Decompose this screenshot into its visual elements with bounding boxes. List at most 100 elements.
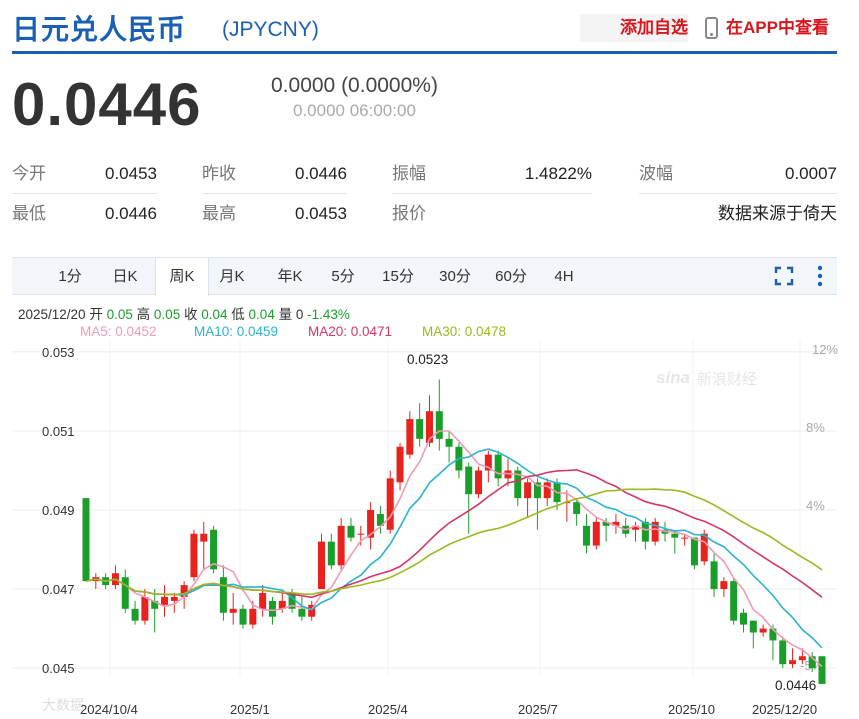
amplitude-label: 振幅: [392, 154, 592, 194]
candle-body: [298, 608, 306, 617]
more-vertical-icon[interactable]: [816, 265, 824, 287]
high-label: 高: [136, 307, 151, 322]
candle-body: [386, 478, 394, 530]
candle-body: [367, 510, 375, 538]
candle-body: [504, 470, 512, 479]
high-label: 最高: [202, 204, 236, 223]
candle-body: [759, 628, 767, 633]
ohlc-date: 2025/12/20: [18, 307, 86, 322]
candle-body: [671, 533, 679, 538]
candle-body: [543, 482, 551, 499]
candle-body: [278, 600, 286, 609]
candle-body: [700, 533, 708, 562]
ma10-line: [85, 448, 823, 649]
tab-9[interactable]: 4H: [554, 268, 574, 285]
candle-body: [533, 482, 541, 499]
wave-value: 0.0007: [785, 164, 837, 183]
page-title: 日元兑人民币: [12, 14, 187, 45]
candle-body: [749, 620, 757, 633]
ma30-legend: MA30: 0.0478: [422, 324, 507, 339]
tab-8[interactable]: 60分: [495, 268, 527, 285]
x-tick-label: 2024/10/4: [80, 702, 138, 717]
candle-body: [632, 525, 640, 530]
tab-3[interactable]: 月K: [219, 268, 245, 285]
y-tick-label: 0.045: [42, 661, 75, 676]
fullscreen-icon[interactable]: [774, 266, 794, 286]
candle-body: [641, 521, 649, 542]
candle-body: [524, 482, 532, 499]
tab-7[interactable]: 30分: [439, 268, 471, 285]
candle-body: [161, 596, 169, 605]
pct-tick-label: 8%: [806, 420, 825, 435]
tab-1[interactable]: 日K: [112, 268, 138, 285]
candle-body: [798, 656, 806, 661]
open-label: 今开: [12, 154, 157, 194]
view-in-app-link[interactable]: 在APP中查看: [705, 14, 829, 42]
candle-body: [808, 656, 816, 669]
y-tick-label: 0.051: [42, 424, 75, 439]
y-tick-label: 0.047: [42, 582, 75, 597]
add-watchlist-button[interactable]: 添加自选: [580, 14, 688, 42]
tab-0[interactable]: 1分: [58, 268, 82, 285]
ohlc-high: 0.05: [153, 307, 181, 322]
candle-body: [347, 525, 355, 538]
candle-body: [249, 608, 257, 625]
candle-body: [288, 593, 296, 609]
data-source: 数据来源于倚天: [718, 204, 837, 223]
candle-body: [82, 498, 90, 582]
candle-body: [769, 628, 777, 641]
ma20-legend: MA20: 0.0471: [308, 324, 393, 339]
candle-body: [484, 454, 492, 471]
candle-body: [435, 411, 443, 439]
candle-body: [210, 529, 218, 570]
candle-body: [396, 446, 404, 483]
x-tick-label: 2025/4: [368, 702, 408, 717]
candle-body: [259, 593, 267, 609]
ohlc-pct: -1.43%: [307, 307, 350, 322]
open-value: 0.0453: [105, 164, 157, 183]
x-tick-label: 2025/1: [230, 702, 270, 717]
candle-body: [318, 541, 326, 590]
candle-body: [612, 521, 620, 526]
candle-body: [219, 577, 227, 613]
ohlc-low: 0.04: [248, 307, 275, 322]
phone-icon: [705, 17, 718, 39]
page-header: 日元兑人民币 (JPYCNY) 添加自选 在APP中查看: [12, 0, 837, 54]
candle-body: [180, 585, 188, 597]
candle-body: [406, 419, 414, 455]
candle-body: [425, 411, 433, 443]
y-tick-label: 0.053: [42, 345, 75, 360]
quote-timestamp: 0.0000 06:00:00: [293, 101, 416, 120]
watermark-text: 新浪财经: [697, 371, 757, 388]
ma10-legend: MA10: 0.0459: [194, 324, 279, 339]
ohlc-open: 0.05: [106, 307, 133, 322]
candle-body: [592, 521, 600, 546]
candle-body: [789, 660, 797, 665]
candle-body: [514, 470, 522, 499]
ohlc-summary: 2025/12/20 开 0.05 高 0.05 收 0.04 低 0.04 量…: [18, 303, 350, 323]
candle-body: [170, 596, 178, 601]
pct-tick-label: 12%: [812, 342, 838, 357]
ma30-line: [85, 488, 823, 596]
current-price: 0.0446: [12, 71, 202, 138]
candle-body: [445, 438, 453, 447]
candle-body: [151, 600, 159, 609]
tab-2[interactable]: 周K: [155, 258, 209, 296]
candle-body: [720, 581, 728, 590]
candle-body: [357, 533, 365, 535]
candle-body: [690, 537, 698, 566]
kline-chart[interactable]: 0.0530.0510.0490.0470.04512%8%4%-5%2024/…: [0, 340, 859, 719]
quote-table: 今开 0.0453 昨收 0.0446 振幅 1.4822% 波幅 0.0007…: [12, 154, 837, 234]
tab-5[interactable]: 5分: [331, 268, 355, 285]
candle-body: [681, 537, 689, 539]
candle-body: [710, 561, 718, 590]
amplitude-value: 1.4822%: [524, 164, 592, 183]
tab-4[interactable]: 年K: [277, 268, 303, 285]
candle-body: [239, 608, 247, 625]
high-value: 0.0453: [295, 204, 347, 223]
candle-body: [141, 596, 149, 621]
tab-6[interactable]: 15分: [382, 268, 414, 285]
candle-body: [602, 521, 610, 526]
candle-body: [465, 466, 473, 495]
quote-row: 今开 0.0453 昨收 0.0446 振幅 1.4822% 波幅 0.0007: [12, 154, 837, 194]
